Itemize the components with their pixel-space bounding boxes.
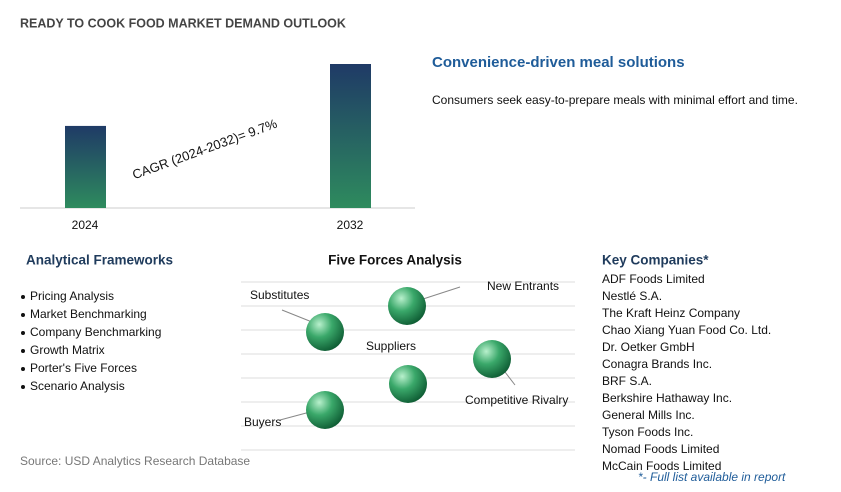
highlight-heading: Convenience-driven meal solutions	[432, 54, 685, 71]
company-item: Conagra Brands Inc.	[602, 357, 712, 371]
page-title: READY TO COOK FOOD MARKET DEMAND OUTLOOK	[20, 16, 346, 30]
connector	[419, 286, 461, 301]
company-item: Dr. Oetker GmbH	[602, 340, 695, 354]
bullet	[21, 367, 25, 371]
company-item: The Kraft Heinz Company	[602, 306, 740, 320]
framework-item: Porter's Five Forces	[30, 361, 137, 375]
company-item: Tyson Foods Inc.	[602, 425, 693, 439]
force-label: Buyers	[244, 415, 281, 429]
framework-item: Company Benchmarking	[30, 325, 161, 339]
cagr-annotation: CAGR (2024-2032)= 9.7%	[130, 116, 279, 183]
frameworks-heading: Analytical Frameworks	[26, 253, 173, 268]
x-tick-label: 2032	[337, 218, 364, 232]
force-label: Substitutes	[250, 288, 309, 302]
highlight-text: Consumers seek easy-to-prepare meals wit…	[432, 93, 798, 107]
company-item: BRF S.A.	[602, 374, 652, 388]
x-tick-label: 2024	[72, 218, 99, 232]
bullet	[21, 385, 25, 389]
sphere	[306, 313, 344, 351]
five-forces-heading: Five Forces Analysis	[328, 253, 462, 268]
companies-heading: Key Companies*	[602, 253, 709, 268]
company-item: Berkshire Hathaway Inc.	[602, 391, 732, 405]
sphere	[389, 365, 427, 403]
company-item: McCain Foods Limited	[602, 459, 721, 473]
force-label: Suppliers	[366, 339, 416, 353]
bullet	[21, 313, 25, 317]
connector	[281, 309, 313, 323]
connector	[504, 371, 516, 386]
five-forces-diagram: Substitutes New Entrants Suppliers Competit…	[241, 279, 575, 451]
bar	[65, 125, 106, 208]
bullet	[21, 331, 25, 335]
sphere	[473, 340, 511, 378]
source: Source: USD Analytics Research Database	[20, 454, 250, 468]
company-item: ADF Foods Limited	[602, 272, 705, 286]
force-label: Competitive Rivalry	[465, 393, 568, 407]
sphere	[388, 287, 426, 325]
company-item: Nomad Foods Limited	[602, 442, 719, 456]
connector	[279, 411, 311, 421]
framework-item: Pricing Analysis	[30, 289, 114, 303]
force-label: New Entrants	[487, 279, 559, 293]
framework-item: Scenario Analysis	[30, 379, 125, 393]
framework-item: Market Benchmarking	[30, 307, 147, 321]
bar	[330, 64, 371, 208]
company-item: Chao Xiang Yuan Food Co. Ltd.	[602, 323, 771, 337]
bullet	[21, 349, 25, 353]
companies-note: *- Full list available in report	[638, 470, 786, 484]
sphere	[306, 391, 344, 429]
framework-item: Growth Matrix	[30, 343, 105, 357]
bullet	[21, 295, 25, 299]
company-item: General Mills Inc.	[602, 408, 695, 422]
companies-list: ADF Foods Limited Nestlé S.A. The Kraft He…	[602, 272, 771, 473]
company-item: Nestlé S.A.	[602, 289, 662, 303]
